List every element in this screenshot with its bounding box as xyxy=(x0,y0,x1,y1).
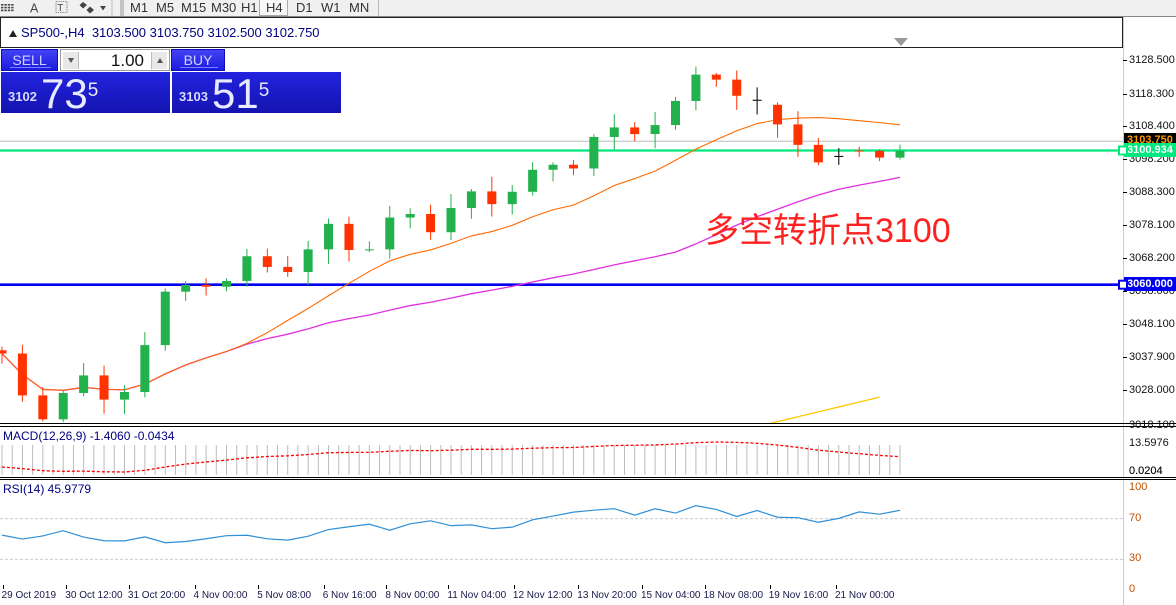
svg-text:T: T xyxy=(57,3,63,14)
svg-text:A: A xyxy=(30,2,39,16)
